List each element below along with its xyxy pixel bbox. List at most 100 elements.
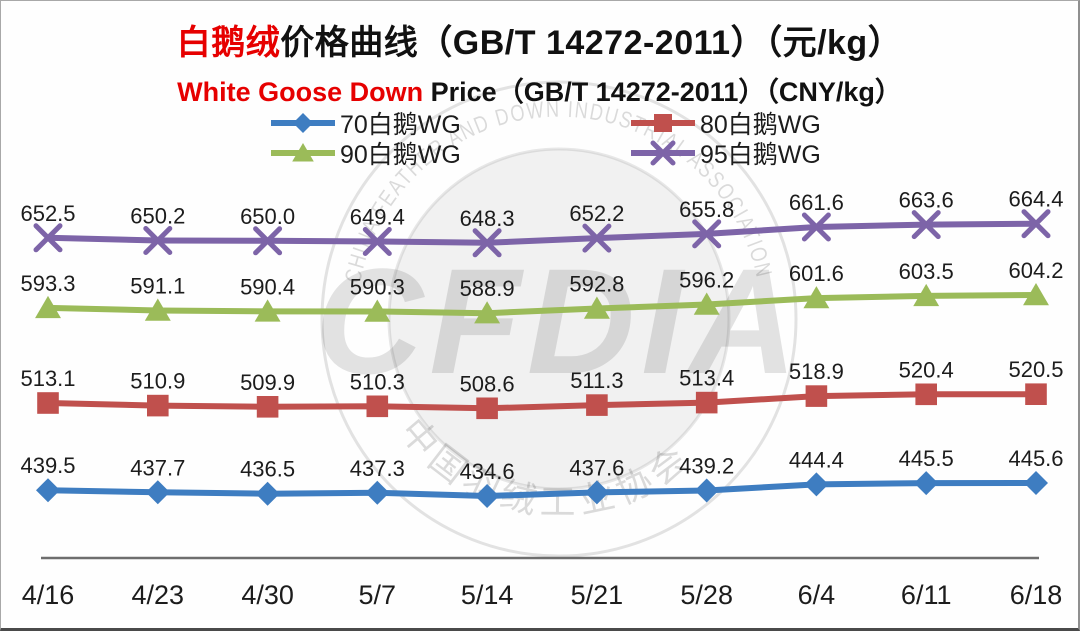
data-label: 437.6 [569,455,624,480]
marker-triangle-icon [693,292,720,315]
data-label: 510.3 [350,369,405,394]
data-label: 437.7 [130,455,185,480]
legend-label: 80白鹅WG [700,111,821,139]
x-axis-label: 4/16 [22,580,75,610]
data-label: 650.0 [240,204,295,229]
marker-triangle-icon [583,296,610,319]
data-label: 588.9 [460,276,515,301]
series-line-2 [45,292,1039,317]
marker-square-icon [805,385,828,407]
x-axis-label: 5/28 [680,580,733,610]
series-line-0 [45,480,1039,499]
marker-x-icon [1021,209,1051,239]
marker-square-icon [586,394,608,416]
marker-diamond-icon [255,481,280,506]
data-label: 434.6 [460,459,515,484]
data-label: 513.1 [20,366,75,391]
data-label: 652.2 [569,201,624,226]
marker-diamond-icon [804,472,829,497]
title-cn-rest: 价格曲线（GB/T 14272-2011）（元/kg） [280,24,903,62]
series-line-1 [45,391,1039,412]
marker-square-icon [366,395,389,418]
marker-triangle-icon [144,298,171,321]
data-label: 444.4 [789,447,844,472]
marker-diamond-icon [1024,471,1048,495]
data-label: 664.4 [1008,187,1063,212]
legend-item-3: 95白鹅WG [629,138,821,169]
x-axis-label: 5/7 [359,580,397,610]
data-label: 661.6 [789,190,844,215]
data-label: 508.6 [460,371,515,396]
marker-diamond-icon [475,484,500,508]
data-label: 596.2 [679,268,734,293]
data-label: 590.3 [350,275,405,300]
data-label: 510.9 [130,369,185,394]
data-label: 439.5 [20,453,75,478]
marker-diamond-icon [293,113,313,133]
marker-x-icon [692,219,722,249]
legend-item-2: 90白鹅WG [269,138,629,169]
chart-legend: 70白鹅WG 80白鹅WG 90白鹅WG 95白鹅WG [269,108,821,169]
marker-diamond-icon [584,480,609,505]
title-cn-red: 白鹅绒 [176,24,281,62]
x-axis-label: 4/23 [132,580,185,610]
marker-square-icon [654,114,672,132]
data-label: 520.4 [899,357,954,382]
x-axis-label: 6/18 [1010,580,1063,610]
x-axis-label: 6/4 [798,580,836,610]
data-label: 601.6 [789,261,844,286]
marker-square-icon [1025,383,1047,405]
marker-x-icon [650,140,676,166]
data-label: 518.9 [789,359,844,384]
watermark-center-text: CFDIA [315,237,803,405]
x-axis-label: 6/11 [901,580,952,610]
data-label: 590.4 [240,274,295,299]
marker-x-icon [33,223,63,253]
chart-title-en: White Goose Down Price（GB/T 14272-2011）（… [1,70,1078,109]
marker-x-icon [143,226,173,255]
chart-title-cn: 白鹅绒价格曲线（GB/T 14272-2011）（元/kg） [1,15,1078,64]
series-line-3 [45,220,1039,246]
data-label: 445.5 [899,446,954,471]
data-label: 592.8 [569,272,624,297]
data-label: 663.6 [899,188,954,213]
marker-triangle-icon [474,301,501,324]
marker-triangle-icon [803,286,830,309]
marker-diamond-icon [36,478,60,503]
marker-x-icon [253,226,283,256]
legend-label: 95白鹅WG [700,141,821,169]
data-label: 604.2 [1008,258,1063,283]
marker-triangle-icon [254,299,281,322]
marker-square-icon [476,397,498,420]
legend-swatch-x-icon [631,140,695,166]
x-axis-label: 4/30 [241,580,294,610]
marker-x-icon [801,212,831,242]
legend-item-1: 80白鹅WG [629,108,821,139]
marker-triangle-icon [292,143,314,162]
legend-label: 90白鹅WG [340,141,461,169]
title-block: 白鹅绒价格曲线（GB/T 14272-2011）（元/kg） White Goo… [1,15,1078,109]
x-axis-label: 5/14 [461,580,514,610]
x-axis-label: 5/21 [571,580,624,610]
marker-triangle-icon [35,295,61,319]
data-label: 439.2 [679,454,734,479]
data-label: 650.2 [130,204,185,229]
title-en-red: White Goose Down [177,77,424,107]
marker-diamond-icon [145,480,170,505]
data-label: 513.4 [679,366,734,391]
data-label: 591.1 [130,274,185,299]
data-label: 603.5 [899,259,954,284]
marker-square-icon [695,391,718,414]
marker-x-icon [911,210,941,240]
data-label: 445.6 [1008,446,1063,471]
legend-swatch-square-icon [631,114,695,132]
data-label: 652.5 [20,201,75,226]
legend-swatch-triangle-icon [271,143,335,162]
data-label: 436.5 [240,457,295,482]
legend-label: 70白鹅WG [340,111,461,139]
marker-x-icon [472,228,502,258]
data-label: 511.3 [570,368,623,393]
marker-square-icon [147,394,169,417]
